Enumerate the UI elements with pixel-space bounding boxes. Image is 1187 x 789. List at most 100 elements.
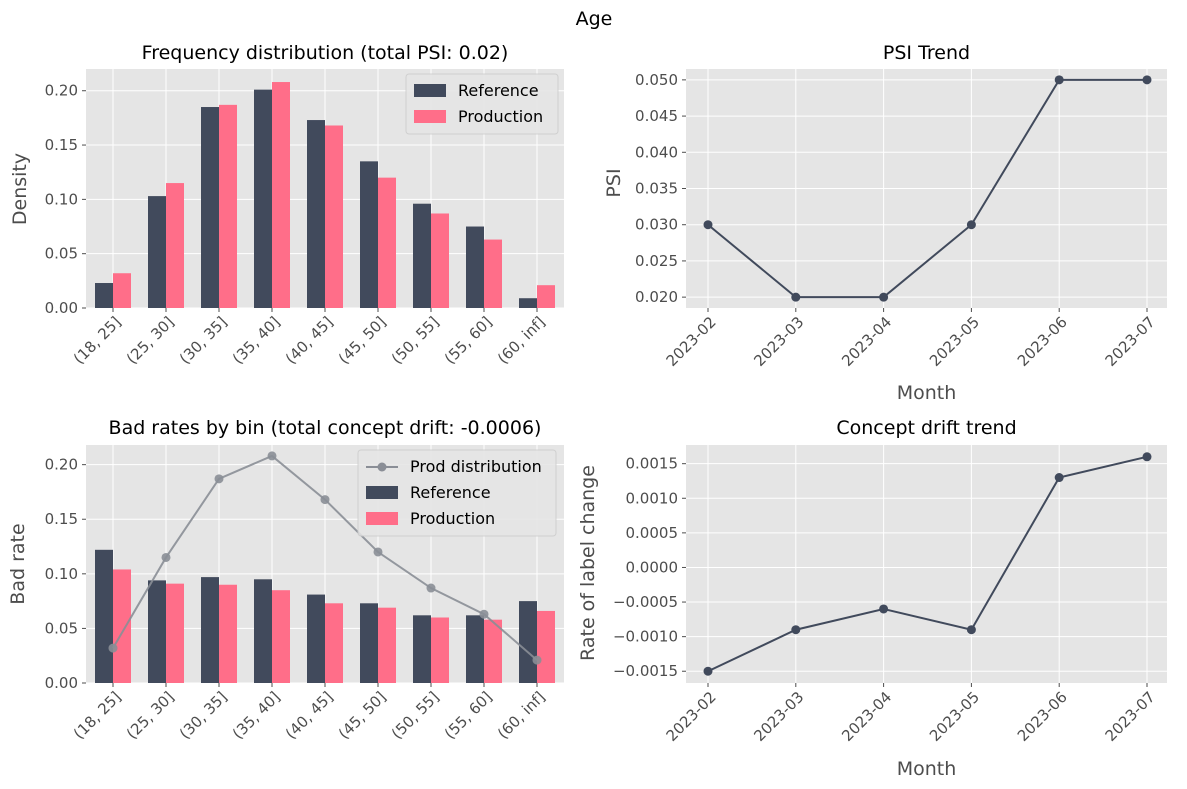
x-tick-label: 2023-02 <box>663 688 720 745</box>
trend-point <box>703 666 713 676</box>
x-tick-label: (60, inf] <box>494 688 549 743</box>
x-axis-label: Month <box>897 382 957 404</box>
x-tick-label: 2023-06 <box>1014 688 1071 745</box>
prod-distribution-point <box>320 495 330 505</box>
x-tick-label: (25, 30] <box>123 688 178 743</box>
production-bar <box>166 183 184 308</box>
production-bar <box>325 125 343 308</box>
legend-swatch <box>366 512 398 525</box>
trend-point <box>791 625 801 635</box>
trend-line <box>707 78 1147 299</box>
reference-bar <box>148 196 166 308</box>
x-tick-label: 2023-05 <box>926 688 983 745</box>
trend-point <box>1142 452 1152 462</box>
y-tick-label: 0.0015 <box>626 455 679 473</box>
trend-point <box>1054 473 1064 483</box>
x-tick-label: (45, 50] <box>335 313 390 368</box>
figure-title: Age <box>576 8 613 30</box>
y-tick-label: 0.20 <box>45 82 78 100</box>
y-tick-label: 0.00 <box>45 299 78 317</box>
bad-rates-chart: Bad rates by bin (total concept drift: -… <box>7 417 564 743</box>
legend-label: Reference <box>458 81 539 100</box>
reference-bar <box>201 577 219 683</box>
y-tick-label: −0.0010 <box>613 628 678 646</box>
reference-bar <box>466 615 484 683</box>
reference-bar <box>360 603 378 683</box>
production-bar <box>219 584 237 683</box>
chart-title: Frequency distribution (total PSI: 0.02) <box>142 42 509 64</box>
reference-bar <box>413 615 431 683</box>
x-tick-label: (18, 25] <box>70 688 125 743</box>
reference-bar <box>95 549 113 683</box>
production-bar <box>113 273 131 308</box>
x-tick-label: (25, 30] <box>123 313 178 368</box>
x-tick-label: 2023-04 <box>838 313 895 370</box>
reference-bar <box>254 579 272 683</box>
production-bar <box>272 590 290 683</box>
x-tick-label: (35, 40] <box>229 313 284 368</box>
production-bar <box>325 603 343 683</box>
legend-label: Prod distribution <box>410 457 542 476</box>
legend-swatch <box>414 110 446 123</box>
production-bar <box>484 619 502 683</box>
y-tick-label: 0.05 <box>45 245 78 263</box>
trend-point <box>1142 75 1152 85</box>
y-tick-label: 0.05 <box>45 619 78 637</box>
y-tick-label: 0.045 <box>635 107 678 125</box>
x-tick-label: (30, 35] <box>176 688 231 743</box>
legend <box>357 449 557 537</box>
prod-distribution-point <box>161 552 171 562</box>
prod-distribution-point <box>426 583 436 593</box>
trend-point <box>966 220 976 230</box>
x-tick-label: 2023-05 <box>926 313 983 370</box>
y-axis-label: PSI <box>603 168 625 197</box>
trend-point <box>791 292 801 302</box>
y-tick-label: 0.030 <box>635 216 678 234</box>
chart-title: Concept drift trend <box>836 417 1016 439</box>
x-tick-label: (55, 60] <box>441 688 496 743</box>
reference-bar <box>413 203 431 308</box>
reference-bar <box>360 161 378 308</box>
reference-bar <box>148 580 166 683</box>
concept-drift-trend-chart: Concept drift trend Rate of label change M… <box>577 417 1167 780</box>
production-bar <box>378 607 396 683</box>
reference-bar <box>519 298 537 308</box>
reference-bar <box>307 120 325 309</box>
y-tick-label: 0.15 <box>45 510 78 528</box>
x-tick-label: (50, 55] <box>388 688 443 743</box>
frequency-distribution-chart: Frequency distribution (total PSI: 0.02)… <box>9 42 564 368</box>
y-tick-label: 0.00 <box>45 674 78 692</box>
y-tick-label: 0.040 <box>635 143 678 161</box>
y-tick-label: 0.0005 <box>626 524 679 542</box>
production-bar <box>537 610 555 683</box>
trend-point <box>703 220 713 230</box>
x-tick-label: (40, 45] <box>282 313 337 368</box>
prod-distribution-point <box>479 609 489 619</box>
x-tick-label: (35, 40] <box>229 688 284 743</box>
y-tick-label: 0.0010 <box>626 489 679 507</box>
x-tick-label: (45, 50] <box>335 688 390 743</box>
prod-distribution-point <box>267 451 277 461</box>
production-bar <box>484 239 502 308</box>
reference-bar <box>307 594 325 683</box>
x-tick-label: 2023-07 <box>1102 688 1159 745</box>
reference-bar <box>254 89 272 309</box>
production-bar <box>166 583 184 683</box>
production-bar <box>113 569 131 683</box>
y-tick-label: −0.0005 <box>613 593 678 611</box>
prod-distribution-point <box>214 474 224 484</box>
y-tick-label: 0.15 <box>45 136 78 154</box>
reference-bar <box>519 601 537 683</box>
legend-label: Production <box>410 509 495 528</box>
trend-line <box>707 455 1148 673</box>
reference-bar <box>466 226 484 308</box>
y-tick-label: 0.0000 <box>626 558 679 576</box>
x-tick-label: (30, 35] <box>176 313 231 368</box>
x-tick-label: 2023-03 <box>750 313 807 370</box>
trend-point <box>879 604 889 614</box>
trend-point <box>966 625 976 635</box>
x-tick-label: 2023-04 <box>838 688 895 745</box>
y-tick-label: −0.0015 <box>613 662 678 680</box>
x-axis-label: Month <box>897 758 957 780</box>
